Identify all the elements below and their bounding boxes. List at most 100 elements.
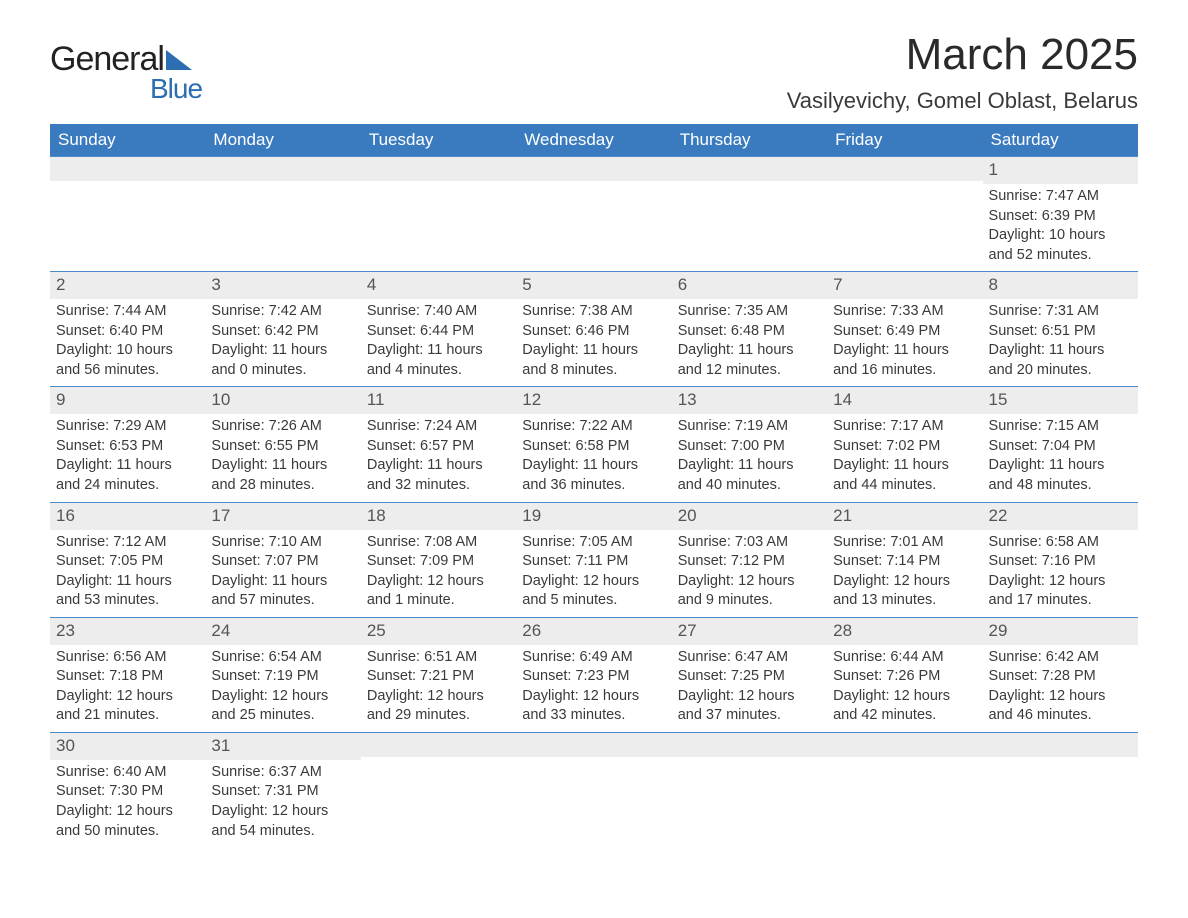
day-cell: 1Sunrise: 7:47 AMSunset: 6:39 PMDaylight… <box>983 156 1138 271</box>
sunset-text: Sunset: 7:21 PM <box>367 667 510 687</box>
day-number: 22 <box>983 503 1138 530</box>
daylight-text: and 4 minutes. <box>367 361 510 381</box>
day-number: 31 <box>205 733 360 760</box>
day-cell: 12Sunrise: 7:22 AMSunset: 6:58 PMDayligh… <box>516 386 671 501</box>
daylight-text: and 0 minutes. <box>211 361 354 381</box>
day-number: 12 <box>516 387 671 414</box>
week-row: 30Sunrise: 6:40 AMSunset: 7:30 PMDayligh… <box>50 732 1138 847</box>
day-number: 23 <box>50 618 205 645</box>
daylight-text: and 17 minutes. <box>989 591 1132 611</box>
weekday-header: Sunday <box>50 124 205 156</box>
weekday-header: Monday <box>205 124 360 156</box>
daylight-text: Daylight: 11 hours <box>522 456 665 476</box>
day-number: 11 <box>361 387 516 414</box>
weekday-header-row: Sunday Monday Tuesday Wednesday Thursday… <box>50 124 1138 156</box>
weekday-header: Tuesday <box>361 124 516 156</box>
daylight-text: Daylight: 11 hours <box>833 341 976 361</box>
daylight-text: and 21 minutes. <box>56 706 199 726</box>
sunset-text: Sunset: 6:49 PM <box>833 322 976 342</box>
sunrise-text: Sunrise: 6:58 AM <box>989 533 1132 553</box>
day-number: 6 <box>672 272 827 299</box>
sunrise-text: Sunrise: 6:44 AM <box>833 648 976 668</box>
sunset-text: Sunset: 7:00 PM <box>678 437 821 457</box>
day-number <box>827 157 982 181</box>
sunrise-text: Sunrise: 6:51 AM <box>367 648 510 668</box>
day-number <box>205 157 360 181</box>
day-number: 8 <box>983 272 1138 299</box>
sunrise-text: Sunrise: 6:54 AM <box>211 648 354 668</box>
logo-text-general: General <box>50 40 164 79</box>
day-cell: 27Sunrise: 6:47 AMSunset: 7:25 PMDayligh… <box>672 617 827 732</box>
sunrise-text: Sunrise: 7:29 AM <box>56 417 199 437</box>
daylight-text: and 12 minutes. <box>678 361 821 381</box>
day-number: 29 <box>983 618 1138 645</box>
daylight-text: Daylight: 12 hours <box>56 687 199 707</box>
week-row: 1Sunrise: 7:47 AMSunset: 6:39 PMDaylight… <box>50 156 1138 271</box>
sunset-text: Sunset: 7:14 PM <box>833 552 976 572</box>
day-number: 26 <box>516 618 671 645</box>
weekday-header: Saturday <box>983 124 1138 156</box>
daylight-text: Daylight: 11 hours <box>833 456 976 476</box>
daylight-text: Daylight: 11 hours <box>211 456 354 476</box>
daylight-text: Daylight: 11 hours <box>989 456 1132 476</box>
day-number: 13 <box>672 387 827 414</box>
day-cell <box>516 732 671 847</box>
day-number: 19 <box>516 503 671 530</box>
daylight-text: Daylight: 11 hours <box>211 341 354 361</box>
day-number: 20 <box>672 503 827 530</box>
day-number <box>672 733 827 757</box>
sunrise-text: Sunrise: 7:17 AM <box>833 417 976 437</box>
sunrise-text: Sunrise: 6:49 AM <box>522 648 665 668</box>
daylight-text: Daylight: 12 hours <box>833 687 976 707</box>
sunset-text: Sunset: 7:02 PM <box>833 437 976 457</box>
month-title: March 2025 <box>787 30 1138 80</box>
sunset-text: Sunset: 7:16 PM <box>989 552 1132 572</box>
day-cell: 3Sunrise: 7:42 AMSunset: 6:42 PMDaylight… <box>205 271 360 386</box>
daylight-text: and 16 minutes. <box>833 361 976 381</box>
day-cell: 16Sunrise: 7:12 AMSunset: 7:05 PMDayligh… <box>50 502 205 617</box>
day-cell: 8Sunrise: 7:31 AMSunset: 6:51 PMDaylight… <box>983 271 1138 386</box>
day-number <box>983 733 1138 757</box>
daylight-text: Daylight: 12 hours <box>522 572 665 592</box>
sunset-text: Sunset: 6:55 PM <box>211 437 354 457</box>
day-number: 24 <box>205 618 360 645</box>
day-cell <box>361 732 516 847</box>
sunset-text: Sunset: 7:07 PM <box>211 552 354 572</box>
daylight-text: Daylight: 12 hours <box>989 572 1132 592</box>
sunset-text: Sunset: 6:57 PM <box>367 437 510 457</box>
daylight-text: Daylight: 10 hours <box>989 226 1132 246</box>
daylight-text: Daylight: 12 hours <box>989 687 1132 707</box>
sunrise-text: Sunrise: 7:31 AM <box>989 302 1132 322</box>
day-cell: 9Sunrise: 7:29 AMSunset: 6:53 PMDaylight… <box>50 386 205 501</box>
day-cell: 25 Sunrise: 6:51 AMSunset: 7:21 PMDayligh… <box>361 617 516 732</box>
weekday-header: Wednesday <box>516 124 671 156</box>
daylight-text: Daylight: 12 hours <box>678 572 821 592</box>
day-number <box>827 733 982 757</box>
sunrise-text: Sunrise: 6:37 AM <box>211 763 354 783</box>
sunset-text: Sunset: 7:30 PM <box>56 782 199 802</box>
sunrise-text: Sunrise: 7:44 AM <box>56 302 199 322</box>
daylight-text: Daylight: 12 hours <box>367 687 510 707</box>
daylight-text: and 1 minute. <box>367 591 510 611</box>
daylight-text: and 25 minutes. <box>211 706 354 726</box>
daylight-text: and 57 minutes. <box>211 591 354 611</box>
day-cell: 17Sunrise: 7:10 AMSunset: 7:07 PMDayligh… <box>205 502 360 617</box>
day-cell: 19Sunrise: 7:05 AMSunset: 7:11 PMDayligh… <box>516 502 671 617</box>
day-cell: 11Sunrise: 7:24 AMSunset: 6:57 PMDayligh… <box>361 386 516 501</box>
day-cell <box>827 732 982 847</box>
day-cell: 22 Sunrise: 6:58 AMSunset: 7:16 PMDayligh… <box>983 502 1138 617</box>
sunrise-text: Sunrise: 7:38 AM <box>522 302 665 322</box>
day-number: 28 <box>827 618 982 645</box>
day-number: 25 <box>361 618 516 645</box>
day-cell: 7Sunrise: 7:33 AMSunset: 6:49 PMDaylight… <box>827 271 982 386</box>
sunrise-text: Sunrise: 7:47 AM <box>989 187 1132 207</box>
daylight-text: Daylight: 11 hours <box>56 456 199 476</box>
daylight-text: and 52 minutes. <box>989 246 1132 266</box>
sunrise-text: Sunrise: 7:15 AM <box>989 417 1132 437</box>
day-cell <box>827 156 982 271</box>
daylight-text: Daylight: 12 hours <box>211 802 354 822</box>
sunrise-text: Sunrise: 7:26 AM <box>211 417 354 437</box>
sunset-text: Sunset: 7:26 PM <box>833 667 976 687</box>
day-number: 10 <box>205 387 360 414</box>
day-cell: 31Sunrise: 6:37 AMSunset: 7:31 PMDayligh… <box>205 732 360 847</box>
